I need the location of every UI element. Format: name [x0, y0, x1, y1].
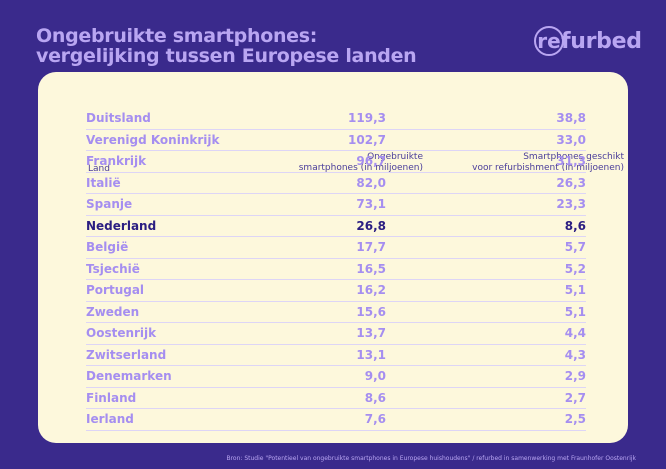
source-note: Bron: Studie "Potentieel van ongebruikte… [226, 455, 636, 462]
table-row: Frankrijk 96,7 31,3 [86, 151, 586, 173]
refurbishable-cell: 31,3 [556, 154, 586, 169]
table-row: Spanje 73,1 23,3 [86, 194, 586, 216]
unused-smartphones-cell: 7,6 [364, 412, 386, 427]
refurbishable-cell: 2,5 [564, 412, 586, 427]
country-cell: België [86, 240, 129, 255]
refurbishable-cell: 2,9 [564, 369, 586, 384]
country-cell: Italië [86, 175, 121, 190]
country-cell: Oostenrijk [86, 326, 157, 341]
unused-smartphones-cell: 26,8 [356, 218, 386, 233]
unused-smartphones-cell: 82,0 [356, 175, 386, 190]
refurbishable-cell: 4,3 [564, 347, 586, 362]
unused-smartphones-cell: 13,7 [356, 326, 386, 341]
country-cell: Zwitserland [86, 347, 167, 362]
unused-smartphones-cell: 9,0 [364, 369, 386, 384]
country-cell: Spanje [86, 197, 133, 212]
unused-smartphones-cell: 102,7 [348, 132, 386, 147]
table-row: België 17,7 5,7 [86, 237, 586, 259]
unused-smartphones-cell: 13,1 [356, 347, 386, 362]
refurbishable-cell: 38,8 [556, 111, 586, 126]
refurbishable-cell: 4,4 [564, 326, 586, 341]
unused-smartphones-cell: 16,5 [356, 261, 386, 276]
refurbishable-cell: 8,6 [564, 218, 586, 233]
refurbishable-cell: 5,1 [564, 304, 586, 319]
unused-smartphones-cell: 119,3 [348, 111, 386, 126]
unused-smartphones-cell: 8,6 [364, 390, 386, 405]
header-col1-line1: Ongebruikte [367, 152, 423, 162]
title-line-1: Ongebruikte smartphones: [36, 25, 318, 47]
country-cell: Ierland [86, 412, 134, 427]
header-refurbishable-smartphones: Smartphones geschikt voor refurbishment … [438, 152, 624, 174]
table-row: Finland 8,6 2,7 [86, 388, 586, 409]
table-card: Land Ongebruikte smartphones (in miljoen… [38, 72, 628, 443]
page-title: Ongebruikte smartphones: vergelijking tu… [36, 25, 417, 67]
country-cell: Tsjechië [86, 261, 140, 276]
refurbishable-cell: 23,3 [556, 197, 586, 212]
header-col1-line2: smartphones (in miljoenen) [298, 163, 423, 173]
logo-text: furbed [561, 28, 642, 54]
country-cell: Denemarken [86, 369, 172, 384]
country-cell: Zweden [86, 304, 140, 319]
header-col2-line2: voor refurbishment (in miljoenen) [472, 163, 624, 173]
table-row: Ierland 7,6 2,5 [86, 409, 586, 431]
country-cell: Duitsland [86, 111, 151, 126]
table-row: Zweden 15,6 5,1 [86, 302, 586, 323]
country-cell: Finland [86, 390, 137, 405]
unused-smartphones-cell: 17,7 [356, 240, 386, 255]
refurbishable-cell: 5,7 [564, 240, 586, 255]
unused-smartphones-cell: 96,7 [356, 154, 386, 169]
table-row: Denemarken 9,0 2,9 [86, 366, 586, 388]
table-body: Duitsland 119,3 38,8 Verenigd Koninkrijk 102… [86, 108, 586, 431]
country-cell: Verenigd Koninkrijk [86, 132, 220, 147]
table-row: Portugal 16,2 5,1 [86, 280, 586, 302]
refurbishable-cell: 5,2 [564, 261, 586, 276]
unused-smartphones-cell: 73,1 [356, 197, 386, 212]
refurbed-logo: re furbed [534, 26, 642, 56]
header-land: Land [88, 164, 110, 174]
table-row: Oostenrijk 13,7 4,4 [86, 323, 586, 345]
table-row: Zwitserland 13,1 4,3 [86, 345, 586, 366]
country-cell: Nederland [86, 218, 157, 233]
logo-ring: re [534, 26, 564, 56]
country-cell: Portugal [86, 283, 145, 298]
refurbishable-cell: 5,1 [564, 283, 586, 298]
refurbishable-cell: 26,3 [556, 175, 586, 190]
table-row: Duitsland 119,3 38,8 [86, 108, 586, 130]
title-line-2: vergelijking tussen Europese landen [36, 45, 417, 67]
unused-smartphones-cell: 16,2 [356, 283, 386, 298]
unused-smartphones-cell: 15,6 [356, 304, 386, 319]
refurbishable-cell: 2,7 [564, 390, 586, 405]
header-unused-smartphones: Ongebruikte smartphones (in miljoenen) [238, 152, 423, 174]
table-row: Tsjechië 16,5 5,2 [86, 259, 586, 280]
table-row: Italië 82,0 26,3 [86, 173, 586, 194]
table-row: Nederland 26,8 8,6 [86, 216, 586, 237]
country-cell: Frankrijk [86, 154, 147, 169]
table-row: Verenigd Koninkrijk 102,7 33,0 [86, 130, 586, 151]
header-col2-line1: Smartphones geschikt [523, 152, 624, 162]
refurbishable-cell: 33,0 [556, 132, 586, 147]
